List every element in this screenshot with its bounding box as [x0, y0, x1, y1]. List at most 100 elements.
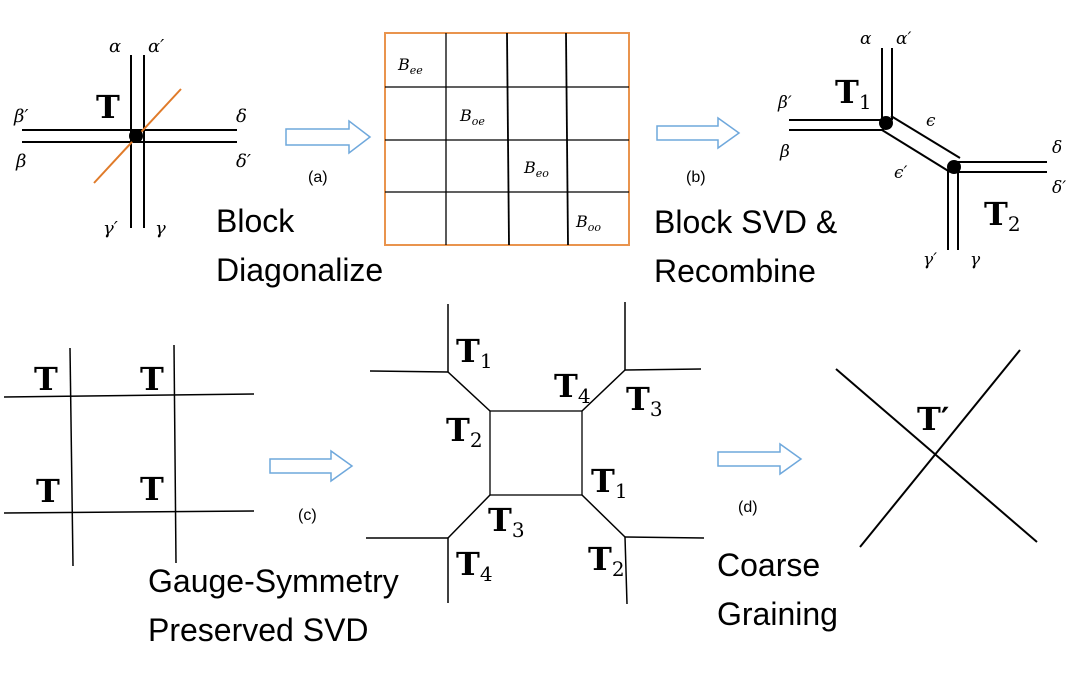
coarse-tensor-label: T′ — [917, 400, 949, 438]
net-label-t4-top-base: T — [554, 367, 578, 405]
arrow-c-shape — [269, 449, 354, 483]
block-b-oo-base: B — [575, 212, 588, 231]
arrow-c: (c) — [269, 449, 354, 524]
leg-label-b-beta: β — [779, 142, 790, 162]
block-b-ee-base: B — [397, 55, 410, 74]
block-b-oe: Boe — [459, 106, 485, 128]
net-br-vertical — [624, 536, 628, 605]
block-b-ee: Bee — [397, 55, 423, 77]
net-diag-bottom-right — [581, 494, 626, 538]
arrow-d: (d) — [717, 442, 803, 516]
coarse-diagonal-1 — [835, 368, 1038, 543]
net-diag-top-right — [581, 369, 626, 412]
leg-label-b-epsilon: ϵ — [926, 111, 936, 131]
leg-label-b-gamma: γ — [970, 250, 981, 270]
matrix-vline-3 — [565, 32, 569, 246]
net-label-t4-bottom-left-base: T — [456, 545, 480, 583]
net-label-t4-top: T4 — [554, 367, 591, 408]
leg-label-alpha-prime: α′ — [148, 36, 164, 57]
block-b-eo-sub: eo — [536, 167, 550, 180]
net-tl-horizontal — [369, 370, 449, 373]
net-label-t2-bottom-right: T2 — [588, 540, 625, 581]
net-br-horizontal — [624, 536, 705, 539]
net-label-t1-top-left-base: T — [456, 332, 480, 370]
lattice-t-bottom-right: T — [140, 470, 164, 508]
block-b-ee-sub: ee — [410, 64, 424, 77]
lattice-hline-bottom — [3, 510, 255, 514]
caption-gauge-symmetry-2: Preserved SVD — [148, 612, 369, 648]
net-label-t2-bottom-right-base: T — [588, 540, 612, 578]
t1-node — [879, 116, 893, 130]
arrow-c-label: (c) — [298, 507, 317, 524]
net-label-t4-bottom-left-sub: 4 — [480, 562, 493, 586]
t2-node — [947, 160, 961, 174]
lattice-t-bottom-left: T — [36, 472, 60, 510]
arrow-b: (b) — [656, 116, 741, 186]
net-label-t3-bottom-base: T — [488, 501, 512, 539]
net-label-t3-top-right-sub: 3 — [650, 397, 663, 421]
panel-b-decomposition: T1 T2 α α′ β′ β ϵ ϵ′ δ δ′ γ′ γ — [777, 29, 1066, 270]
net-label-t2-left-sub: 2 — [470, 428, 483, 452]
leg-label-b-beta-prime: β′ — [777, 93, 792, 113]
bond-epsilon — [890, 115, 961, 159]
leg-label-beta: β — [15, 151, 26, 172]
caption-block-svd-1: Block SVD & — [654, 204, 837, 240]
net-label-t3-top-right-base: T — [626, 380, 650, 418]
t2-label-base: T — [984, 195, 1008, 233]
leg-label-b-delta-prime: δ′ — [1052, 178, 1066, 198]
net-label-t2-bottom-right-sub: 2 — [612, 557, 625, 581]
coarse-diagonal-2 — [859, 349, 1021, 548]
net-diag-bottom-left — [447, 494, 491, 539]
leg-label-alpha: α — [109, 36, 121, 57]
lattice-t-top-right: T — [140, 360, 164, 398]
lattice-hline-top — [3, 393, 255, 398]
arrow-a: (a) — [285, 119, 372, 186]
t2-label-sub: 2 — [1008, 212, 1021, 236]
caption-block-diagonalize-2: Diagonalize — [216, 252, 383, 288]
net-tr-horizontal — [624, 368, 702, 371]
leg-label-gamma: γ — [155, 218, 166, 239]
net-label-t4-bottom-left: T4 — [456, 545, 493, 586]
net-label-t3-bottom-sub: 3 — [512, 518, 525, 542]
net-label-t1-top-left-sub: 1 — [480, 349, 493, 373]
decomposed-network: T1 T4 T3 T2 T1 T3 T4 T2 — [366, 302, 705, 605]
block-b-oe-sub: oe — [472, 115, 486, 128]
lattice-vline-right — [173, 344, 177, 564]
panel-d-coarse-tensor: T′ — [835, 349, 1038, 548]
lattice-vline-left — [69, 347, 74, 567]
block-matrix: Bee Boe Beo Boo — [384, 32, 630, 246]
block-b-oe-base: B — [459, 106, 472, 125]
arrow-d-label: (d) — [738, 499, 758, 516]
panel-c-lattice: T T T T — [3, 344, 255, 567]
leg-label-b-gamma-prime: γ′ — [923, 250, 937, 270]
central-plaquette — [489, 410, 583, 496]
t1-label-base: T — [835, 73, 859, 111]
arrow-b-shape — [656, 116, 741, 150]
leg-label-delta: δ — [236, 106, 247, 127]
caption-coarse-graining-2: Graining — [717, 596, 838, 632]
leg-label-gamma-prime: γ′ — [103, 218, 118, 239]
leg-label-delta-prime: δ′ — [236, 151, 251, 172]
net-label-t3-top-right: T3 — [626, 380, 663, 421]
net-label-t1-right-sub: 1 — [615, 479, 628, 503]
leg-label-b-epsilon-prime: ϵ′ — [894, 163, 908, 183]
arrow-d-shape — [717, 442, 803, 476]
block-b-oo: Boo — [575, 212, 601, 234]
t1-label-sub: 1 — [859, 90, 872, 114]
block-b-oo-sub: oo — [588, 221, 602, 234]
panel-a-tensor: T α α′ β′ β δ δ′ γ′ γ — [13, 36, 251, 239]
caption-gauge-symmetry-1: Gauge-Symmetry — [148, 563, 399, 599]
tensor-node — [129, 129, 143, 143]
leg-label-b-alpha: α — [860, 29, 872, 49]
block-b-eo-base: B — [523, 158, 536, 177]
net-label-t1-top-left: T1 — [456, 332, 493, 373]
net-label-t2-left-base: T — [446, 411, 470, 449]
lattice-t-top-left: T — [34, 360, 58, 398]
net-label-t2-left: T2 — [446, 411, 483, 452]
t2-label: T2 — [984, 195, 1021, 236]
net-label-t3-bottom: T3 — [488, 501, 525, 542]
arrow-b-label: (b) — [686, 169, 706, 186]
caption-block-diagonalize-1: Block — [216, 203, 295, 239]
